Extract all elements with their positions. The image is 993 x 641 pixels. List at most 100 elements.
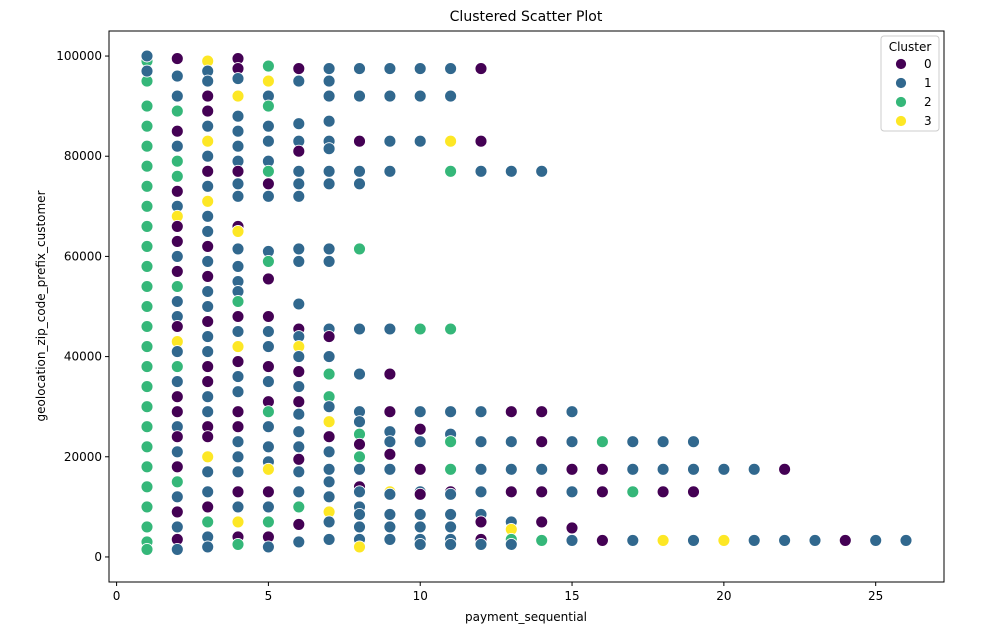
- data-point: [170, 89, 184, 103]
- data-point: [231, 109, 245, 123]
- data-point: [353, 507, 366, 521]
- data-point: [322, 177, 336, 191]
- data-point: [595, 435, 609, 449]
- data-point: [261, 360, 275, 374]
- data-point: [140, 199, 154, 213]
- data-point: [717, 533, 731, 547]
- data-point: [656, 485, 670, 499]
- legend-label-1: 1: [924, 76, 932, 90]
- data-point: [231, 420, 245, 434]
- data-point: [383, 367, 397, 381]
- data-point: [140, 420, 154, 434]
- data-point: [170, 139, 184, 153]
- data-point: [383, 89, 397, 103]
- data-point: [474, 62, 488, 76]
- data-point: [201, 119, 215, 133]
- data-point: [231, 370, 245, 384]
- data-point: [444, 62, 458, 76]
- x-axis: 0 5 10 15 20 25: [113, 582, 883, 603]
- data-point: [170, 390, 184, 404]
- data-point: [353, 177, 366, 191]
- data-point: [444, 164, 458, 178]
- data-point: [231, 72, 245, 86]
- data-point: [261, 134, 275, 148]
- data-point: [383, 164, 397, 178]
- data-point: [565, 521, 579, 535]
- data-point: [140, 64, 154, 78]
- data-point: [201, 375, 215, 389]
- data-point: [778, 533, 792, 547]
- data-point: [201, 390, 215, 404]
- data-point: [444, 462, 458, 476]
- data-point: [292, 254, 306, 268]
- data-point: [595, 462, 609, 476]
- data-point: [261, 119, 275, 133]
- data-point: [322, 350, 336, 364]
- data-point: [140, 542, 154, 556]
- data-point: [140, 340, 154, 354]
- data-point: [383, 462, 397, 476]
- data-point: [383, 62, 397, 76]
- data-point: [231, 189, 245, 203]
- legend-label-0: 0: [924, 57, 932, 71]
- data-point: [322, 89, 336, 103]
- data-point: [201, 485, 215, 499]
- data-point: [261, 515, 275, 529]
- legend-marker-0: [895, 58, 907, 70]
- data-point: [292, 485, 306, 499]
- data-point: [353, 450, 366, 464]
- data-point: [353, 242, 366, 256]
- data-point: [231, 340, 245, 354]
- x-tick-label: 0: [113, 589, 121, 603]
- data-point: [140, 380, 154, 394]
- data-point: [808, 533, 822, 547]
- data-point: [231, 259, 245, 273]
- data-point: [413, 520, 427, 534]
- data-point: [231, 465, 245, 479]
- data-point: [322, 367, 336, 381]
- data-point: [565, 485, 579, 499]
- data-point: [292, 425, 306, 439]
- data-point: [535, 485, 549, 499]
- data-point: [231, 139, 245, 153]
- data-point: [322, 62, 336, 76]
- data-point: [201, 405, 215, 419]
- data-point: [292, 144, 306, 158]
- data-point: [383, 507, 397, 521]
- data-point: [201, 300, 215, 313]
- data-point: [170, 475, 184, 489]
- plot-frame: [108, 30, 945, 583]
- data-point: [322, 74, 336, 88]
- data-point: [261, 59, 275, 73]
- data-point: [838, 533, 852, 547]
- data-point: [201, 315, 215, 328]
- data-point: [140, 159, 154, 173]
- data-point: [201, 254, 215, 268]
- data-point: [292, 440, 306, 454]
- data-point: [170, 445, 184, 459]
- data-point: [201, 360, 215, 374]
- y-axis: 0 20000 40000 60000 80000 100000: [56, 49, 109, 564]
- data-point: [231, 537, 245, 551]
- data-point: [201, 345, 215, 359]
- data-point: [170, 490, 184, 504]
- data-point: [322, 114, 336, 128]
- data-point: [170, 264, 184, 278]
- data-point: [292, 535, 306, 549]
- data-point: [322, 475, 336, 489]
- data-point: [322, 532, 336, 546]
- legend-label-2: 2: [924, 95, 932, 109]
- data-point: [170, 234, 184, 248]
- data-point: [687, 462, 700, 476]
- data-point: [626, 485, 640, 499]
- data-point: [322, 254, 336, 268]
- data-point: [353, 89, 366, 103]
- data-point: [322, 142, 336, 156]
- data-point: [201, 239, 215, 253]
- data-point: [504, 164, 518, 178]
- chart-title: Clustered Scatter Plot: [450, 9, 603, 25]
- data-point: [292, 452, 306, 466]
- data-point: [413, 487, 427, 501]
- data-point: [201, 149, 215, 163]
- data-point: [353, 540, 366, 554]
